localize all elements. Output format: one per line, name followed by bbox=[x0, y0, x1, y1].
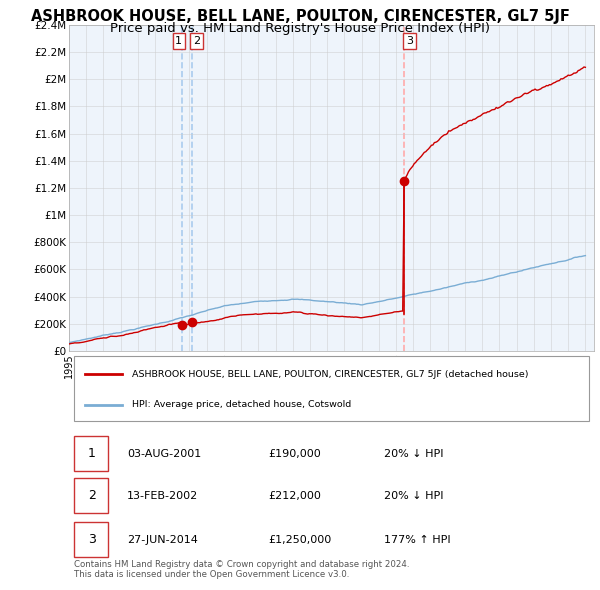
Text: 2: 2 bbox=[193, 36, 200, 46]
Text: 3: 3 bbox=[88, 533, 95, 546]
Text: 27-JUN-2014: 27-JUN-2014 bbox=[127, 535, 197, 545]
Text: 03-AUG-2001: 03-AUG-2001 bbox=[127, 448, 201, 458]
Text: 20% ↓ HPI: 20% ↓ HPI bbox=[384, 490, 443, 500]
Text: Contains HM Land Registry data © Crown copyright and database right 2024.
This d: Contains HM Land Registry data © Crown c… bbox=[74, 560, 410, 579]
Text: £1,250,000: £1,250,000 bbox=[269, 535, 332, 545]
FancyBboxPatch shape bbox=[74, 522, 109, 558]
Text: 13-FEB-2002: 13-FEB-2002 bbox=[127, 490, 198, 500]
Text: Price paid vs. HM Land Registry's House Price Index (HPI): Price paid vs. HM Land Registry's House … bbox=[110, 22, 490, 35]
Text: 20% ↓ HPI: 20% ↓ HPI bbox=[384, 448, 443, 458]
Text: £190,000: £190,000 bbox=[269, 448, 321, 458]
Text: 1: 1 bbox=[175, 36, 182, 46]
Text: 3: 3 bbox=[406, 36, 413, 46]
FancyBboxPatch shape bbox=[74, 436, 109, 471]
Text: 2: 2 bbox=[88, 489, 95, 502]
Text: ASHBROOK HOUSE, BELL LANE, POULTON, CIRENCESTER, GL7 5JF (detached house): ASHBROOK HOUSE, BELL LANE, POULTON, CIRE… bbox=[132, 370, 529, 379]
FancyBboxPatch shape bbox=[74, 478, 109, 513]
Text: ASHBROOK HOUSE, BELL LANE, POULTON, CIRENCESTER, GL7 5JF: ASHBROOK HOUSE, BELL LANE, POULTON, CIRE… bbox=[31, 9, 569, 24]
Text: HPI: Average price, detached house, Cotswold: HPI: Average price, detached house, Cots… bbox=[132, 400, 351, 409]
Text: £212,000: £212,000 bbox=[269, 490, 322, 500]
FancyBboxPatch shape bbox=[74, 356, 589, 421]
Text: 177% ↑ HPI: 177% ↑ HPI bbox=[384, 535, 451, 545]
Text: 1: 1 bbox=[88, 447, 95, 460]
